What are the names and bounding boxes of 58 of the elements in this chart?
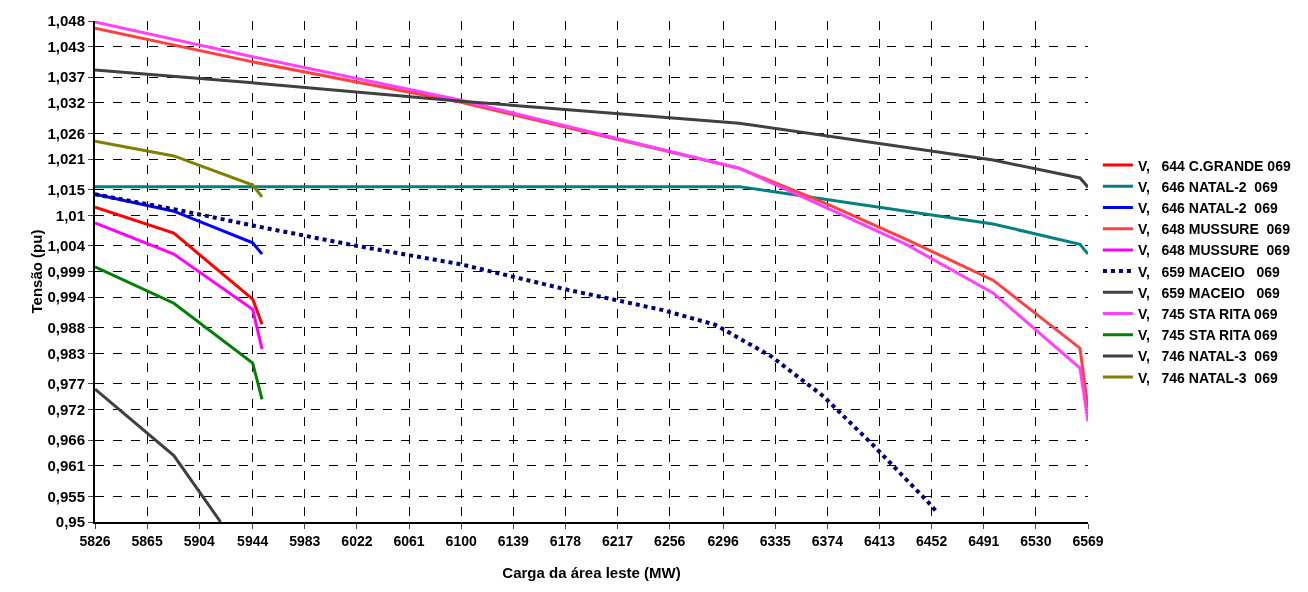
line-series (95, 68, 1088, 189)
legend-label: V, 659 MACEIO 069 (1137, 263, 1281, 280)
y-tick-label: 1,004 (47, 237, 86, 255)
y-tick-label: 0,955 (47, 487, 85, 505)
legend-label: V, 745 STA RITA 069 (1137, 305, 1278, 322)
y-tick-label: 1,043 (47, 37, 85, 55)
x-tick-label: 6139 (497, 532, 530, 549)
y-tick-label: 1,026 (47, 124, 85, 142)
x-tick-label: 6296 (707, 532, 739, 549)
y-tick-label: 1,021 (47, 150, 85, 168)
legend-label: V, 646 NATAL-2 069 (1137, 178, 1278, 195)
y-tick-label: 0,972 (47, 400, 85, 418)
legend-label: V, 659 MACEIO 069 (1137, 284, 1281, 301)
line-series (95, 139, 264, 199)
y-tick-label: 0,983 (47, 344, 85, 362)
legend-label: V, 648 MUSSURE 069 (1137, 242, 1291, 259)
y-tick-label: 0,961 (47, 457, 85, 475)
y-tick-label: 0,977 (47, 375, 85, 393)
line-series (95, 185, 1088, 256)
y-tick-label: 1,015 (47, 180, 85, 198)
x-tick-label: 5826 (79, 532, 111, 549)
x-tick-label: 6491 (968, 532, 1000, 549)
legend-label: V, 648 MUSSURE 069 (1137, 221, 1291, 238)
x-tick-label: 6022 (341, 532, 373, 549)
legend-label: V, 746 NATAL-3 069 (1137, 369, 1278, 386)
x-tick-label: 6217 (601, 532, 634, 549)
legend-label: V, 745 STA RITA 069 (1137, 327, 1278, 344)
x-tick-label: 6335 (759, 532, 792, 549)
x-tick-label: 6374 (811, 532, 844, 549)
x-tick-label: 6569 (1072, 532, 1104, 549)
legend-label: V, 644 C.GRANDE 069 (1137, 157, 1291, 174)
x-tick-label: 6413 (863, 532, 896, 549)
x-tick-label: 5944 (237, 532, 269, 549)
x-tick-label: 6061 (393, 532, 425, 549)
x-tick-label: 6452 (916, 532, 948, 549)
legend-label: V, 646 NATAL-2 069 (1137, 199, 1278, 216)
line-series (95, 265, 264, 401)
x-tick-label: 5904 (183, 532, 216, 549)
line-series (95, 205, 264, 326)
y-tick-label: 1,048 (47, 12, 85, 30)
x-tick-label: 6178 (549, 532, 582, 549)
y-axis-title: Tensão (pu) (28, 229, 46, 314)
x-tick-label: 5865 (131, 532, 163, 549)
y-tick-label: 0,95 (55, 513, 85, 531)
x-tick-label: 5983 (289, 532, 321, 549)
y-tick-label: 0,966 (47, 431, 85, 449)
y-tick-label: 0,994 (47, 288, 86, 306)
y-tick-label: 0,988 (47, 318, 85, 336)
x-tick-label: 6256 (654, 532, 686, 549)
y-tick-label: 1,037 (47, 68, 85, 86)
x-tick-label: 6100 (445, 532, 477, 549)
line-series (95, 221, 264, 351)
legend-label: V, 746 NATAL-3 069 (1137, 348, 1278, 365)
y-tick-label: 1,032 (47, 94, 85, 112)
x-axis-title: Carga da área leste (MW) (502, 564, 681, 581)
y-tick-label: 1,01 (55, 206, 85, 224)
x-tick-label: 6530 (1020, 532, 1052, 549)
y-tick-label: 0,999 (47, 262, 85, 280)
